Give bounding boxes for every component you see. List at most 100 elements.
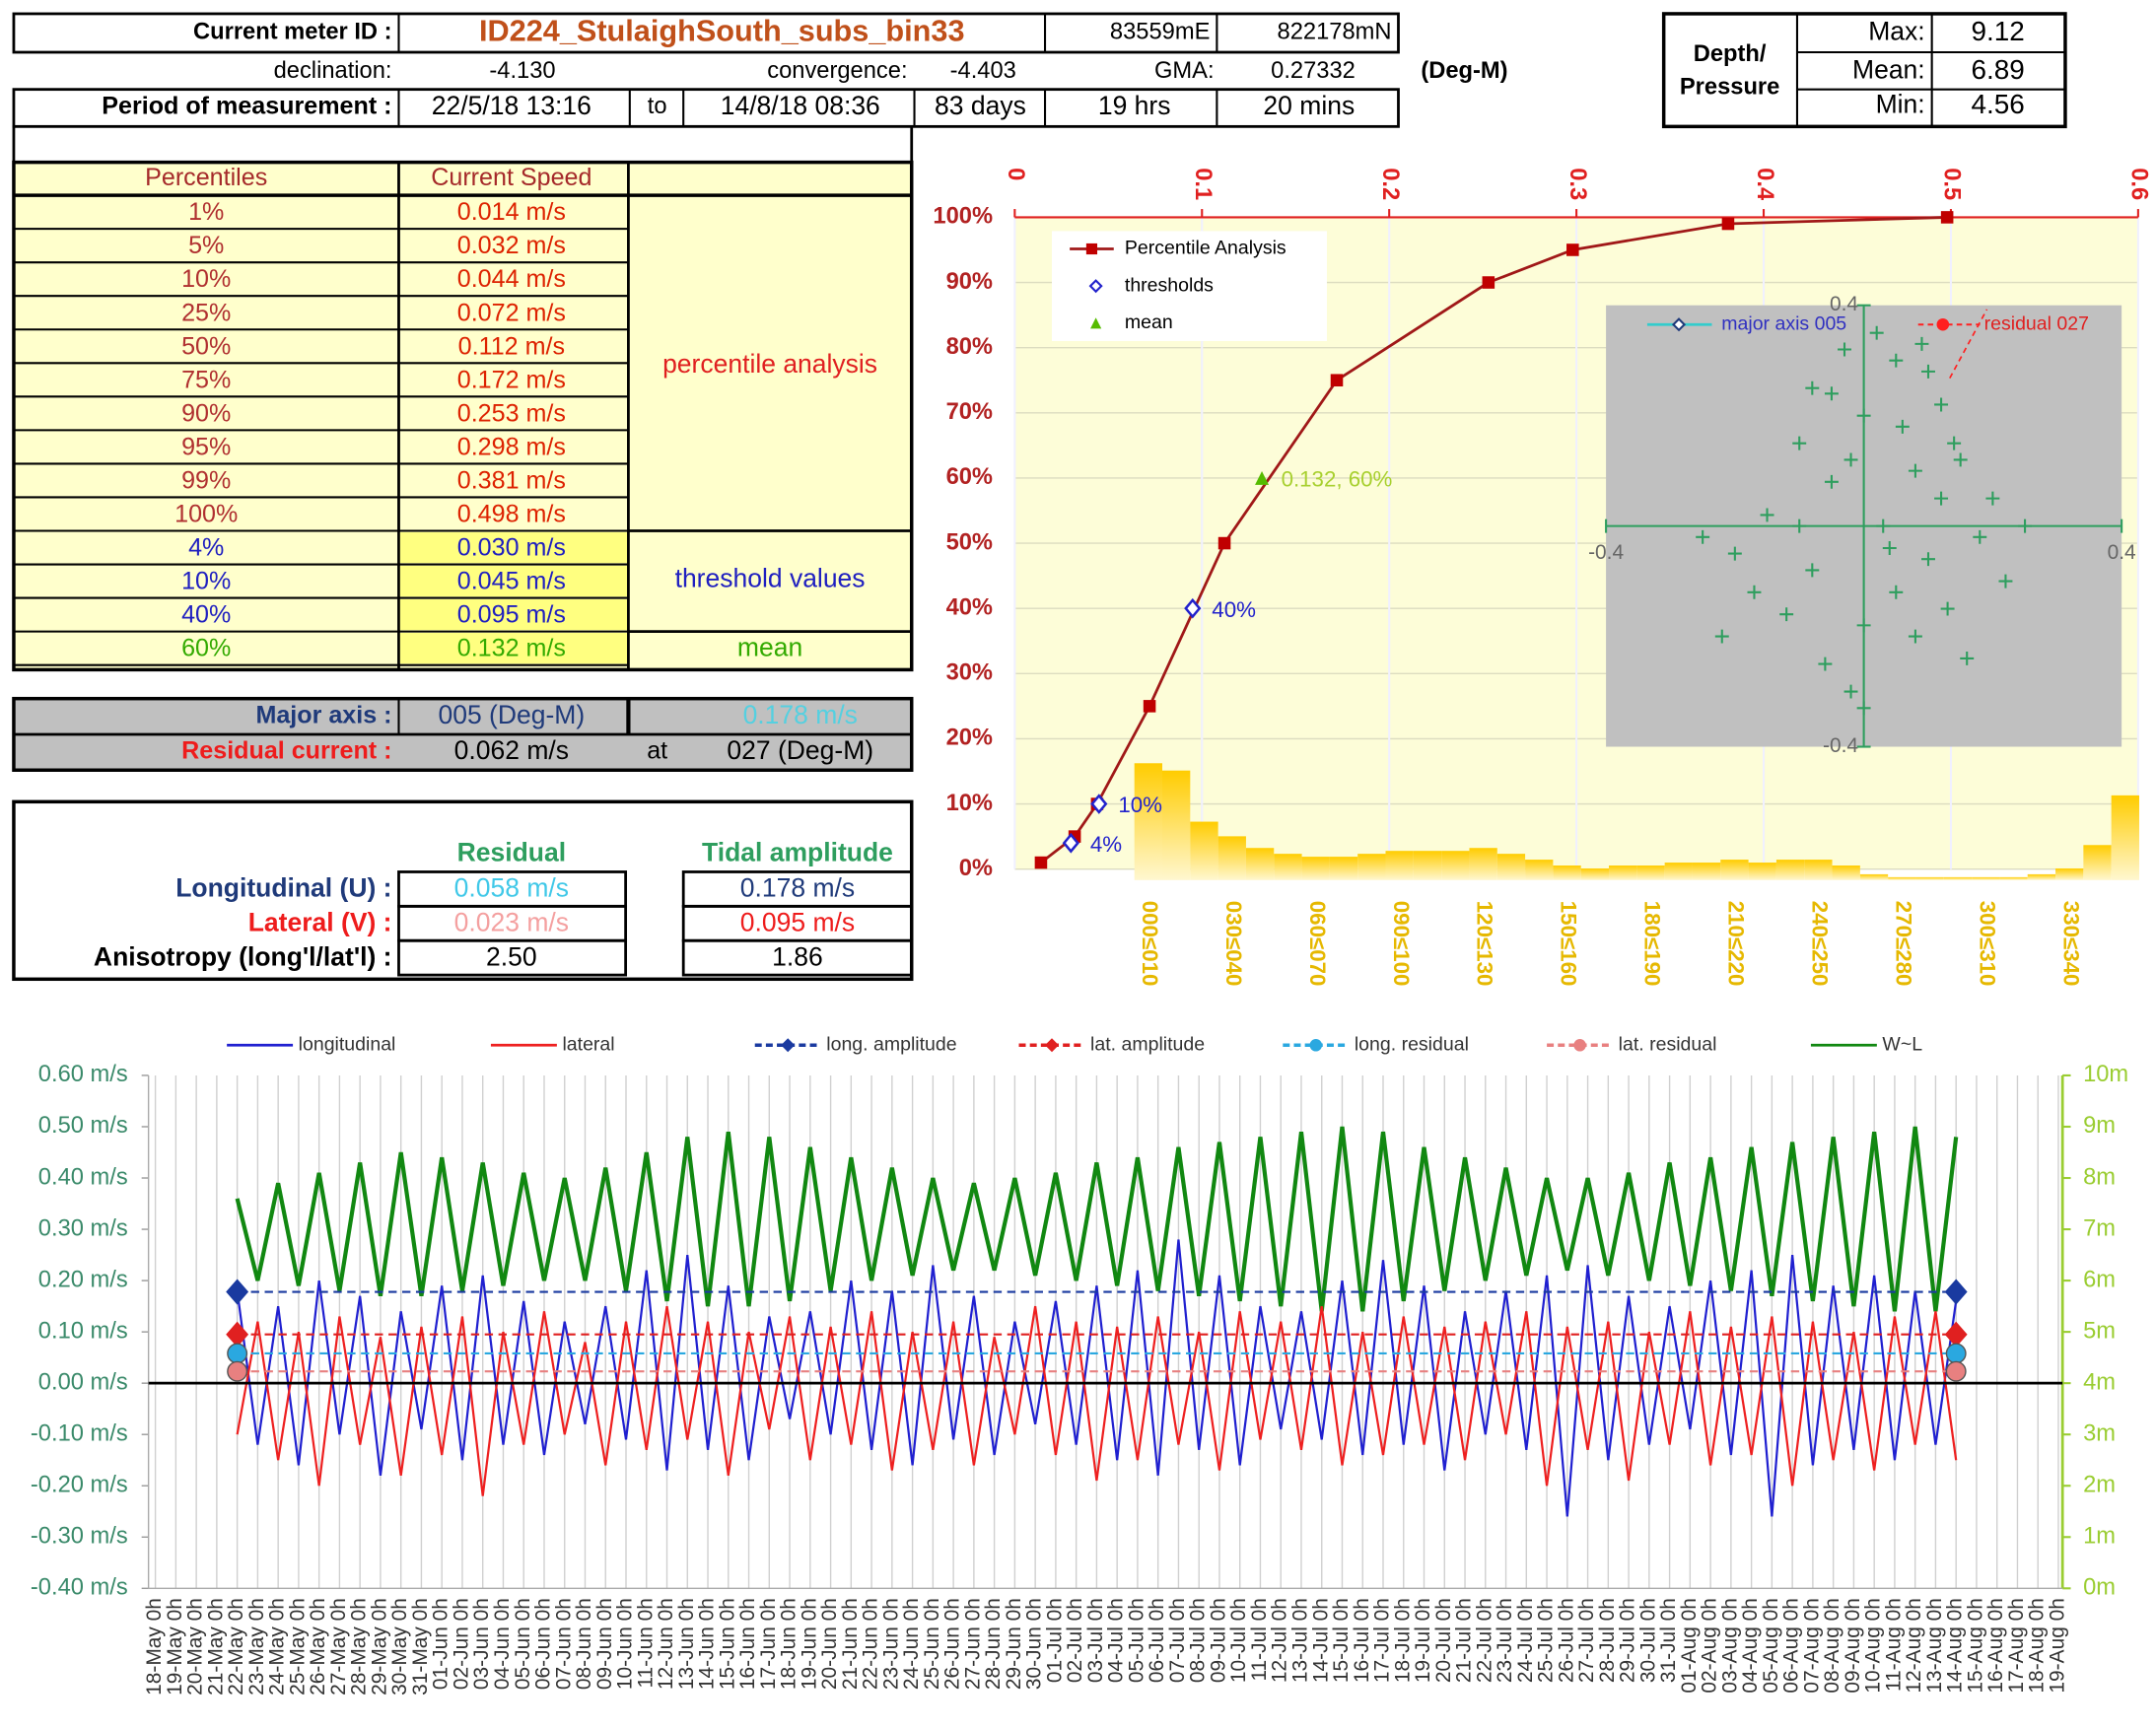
- x-tick-label: 06-Aug 0h: [1780, 1598, 1803, 1693]
- x-tick-label: 27-Jun 0h: [961, 1598, 984, 1690]
- point: [1805, 563, 1820, 578]
- x-tick-label: 22-May 0h: [225, 1598, 247, 1695]
- marker: [1090, 794, 1108, 814]
- x-tick-label: 23-Jun 0h: [879, 1598, 902, 1690]
- point: [1947, 436, 1962, 450]
- marker: [1945, 1360, 1967, 1382]
- point: [1747, 585, 1762, 599]
- x-tick-label: 14-Aug 0h: [1944, 1598, 1967, 1693]
- point: [1895, 419, 1910, 434]
- x-tick-label: 0.4: [2108, 541, 2136, 564]
- components-table: [12, 799, 914, 982]
- y2-tick-label: 8m: [2083, 1164, 2116, 1190]
- residual-vector: [1949, 309, 1988, 380]
- legend-marker: [1045, 1038, 1059, 1053]
- point: [1779, 607, 1794, 622]
- x-tick-label: 29-Jul 0h: [1617, 1598, 1639, 1683]
- bar: [1720, 860, 1749, 880]
- label: 19 hrs: [1098, 91, 1171, 120]
- x-tick-label: 09-Aug 0h: [1842, 1598, 1864, 1693]
- marker: [1721, 217, 1735, 231]
- point: [1843, 452, 1858, 467]
- x-tick-label: -0.4: [1588, 541, 1624, 564]
- data-label: 10%: [1118, 793, 1162, 817]
- x-tick-label: 09-Jul 0h: [1207, 1598, 1229, 1683]
- marker: [1330, 374, 1344, 387]
- y-tick-label: 0.50 m/s: [38, 1113, 128, 1139]
- x-tick-label: 30-Jul 0h: [1636, 1598, 1659, 1683]
- label: 40%: [181, 601, 231, 629]
- bin-label: 030≤040: [1221, 901, 1246, 987]
- x-tick-label: 25-May 0h: [286, 1598, 309, 1695]
- x-tick-label: 31-Jul 0h: [1657, 1598, 1680, 1683]
- x-tick-label: 19-May 0h: [164, 1598, 186, 1695]
- marker: [1143, 700, 1156, 713]
- bar: [1245, 848, 1275, 880]
- x-tick-label: 10-Jun 0h: [614, 1598, 637, 1690]
- x-tick-label: 12-Jun 0h: [655, 1598, 677, 1690]
- x-tick-label: 0.3: [1565, 168, 1590, 200]
- label: percentile analysis: [662, 349, 877, 379]
- y2-tick-label: 10m: [2083, 1062, 2128, 1087]
- y-tick-label: 0.10 m/s: [38, 1318, 128, 1344]
- label: 50%: [181, 332, 231, 360]
- x-tick-label: 02-Jun 0h: [450, 1598, 472, 1690]
- point: [1714, 629, 1729, 644]
- label: 25%: [181, 299, 231, 326]
- x-tick-label: 15-Jul 0h: [1330, 1598, 1353, 1683]
- x-tick-label: 04-Jul 0h: [1105, 1598, 1128, 1683]
- x-tick-label: 15-Jun 0h: [716, 1598, 738, 1690]
- bar: [1636, 865, 1665, 880]
- x-tick-label: 22-Jun 0h: [860, 1598, 882, 1690]
- highlight-cell: [399, 565, 628, 597]
- point: [1843, 684, 1858, 699]
- label: 0.253 m/s: [457, 399, 566, 427]
- label: 0.044 m/s: [457, 265, 566, 293]
- y-tick-label: 0.60 m/s: [38, 1062, 128, 1087]
- label: Lateral (V) :: [248, 907, 392, 936]
- legend-marker: [1936, 317, 1950, 331]
- x-tick-label: 10-Jul 0h: [1227, 1598, 1250, 1683]
- bin-label: 150≤160: [1557, 901, 1581, 987]
- y-tick-label: -0.10 m/s: [31, 1420, 128, 1446]
- point: [1760, 508, 1774, 522]
- marker: [1482, 276, 1495, 289]
- x-tick-label: 20-Jul 0h: [1432, 1598, 1455, 1683]
- label: mean: [737, 632, 802, 661]
- label: Depth/: [1694, 41, 1767, 67]
- label: 027 (Deg-M): [727, 735, 873, 765]
- x-tick-label: 18-May 0h: [143, 1598, 166, 1695]
- x-tick-label: 11-Aug 0h: [1882, 1598, 1905, 1692]
- x-tick-label: 01-Jul 0h: [1043, 1598, 1066, 1683]
- y-tick-label: 10%: [946, 791, 993, 816]
- label: declination:: [274, 58, 392, 84]
- label: 4.56: [1971, 89, 2024, 119]
- point: [1934, 397, 1949, 412]
- x-tick-label: 13-Jul 0h: [1289, 1598, 1312, 1683]
- label: 005 (Deg-M): [438, 700, 585, 729]
- y-tick-label: 0.00 m/s: [38, 1369, 128, 1395]
- bar: [1692, 863, 1721, 880]
- x-tick-label: 24-Jun 0h: [900, 1598, 923, 1690]
- x-tick-label: 24-Jul 0h: [1514, 1598, 1537, 1683]
- label: Longitudinal (U) :: [175, 873, 391, 903]
- bin-label: 300≤310: [1975, 901, 1999, 987]
- y2-tick-label: 0m: [2083, 1575, 2116, 1601]
- x-tick-label: 01-Aug 0h: [1678, 1598, 1701, 1693]
- bar: [1832, 865, 1860, 880]
- x-tick-label: 30-Jun 0h: [1023, 1598, 1046, 1690]
- x-tick-label: 11-Jul 0h: [1248, 1598, 1271, 1681]
- x-tick-label: 18-Aug 0h: [2026, 1598, 2049, 1693]
- x-tick-label: 16-Jul 0h: [1351, 1598, 1373, 1683]
- x-tick-label: 14-Jul 0h: [1309, 1598, 1332, 1683]
- label: 0.172 m/s: [457, 366, 566, 393]
- label: Percentiles: [145, 164, 267, 191]
- label: 90%: [181, 399, 231, 427]
- x-tick-label: 07-Jul 0h: [1166, 1598, 1189, 1683]
- y-tick-label: -0.20 m/s: [31, 1472, 128, 1497]
- label: -4.403: [950, 58, 1016, 84]
- y-tick-label: 70%: [946, 399, 993, 425]
- label: 0.27332: [1271, 58, 1356, 84]
- bar: [1999, 876, 2028, 880]
- y-tick-label: 50%: [946, 529, 993, 555]
